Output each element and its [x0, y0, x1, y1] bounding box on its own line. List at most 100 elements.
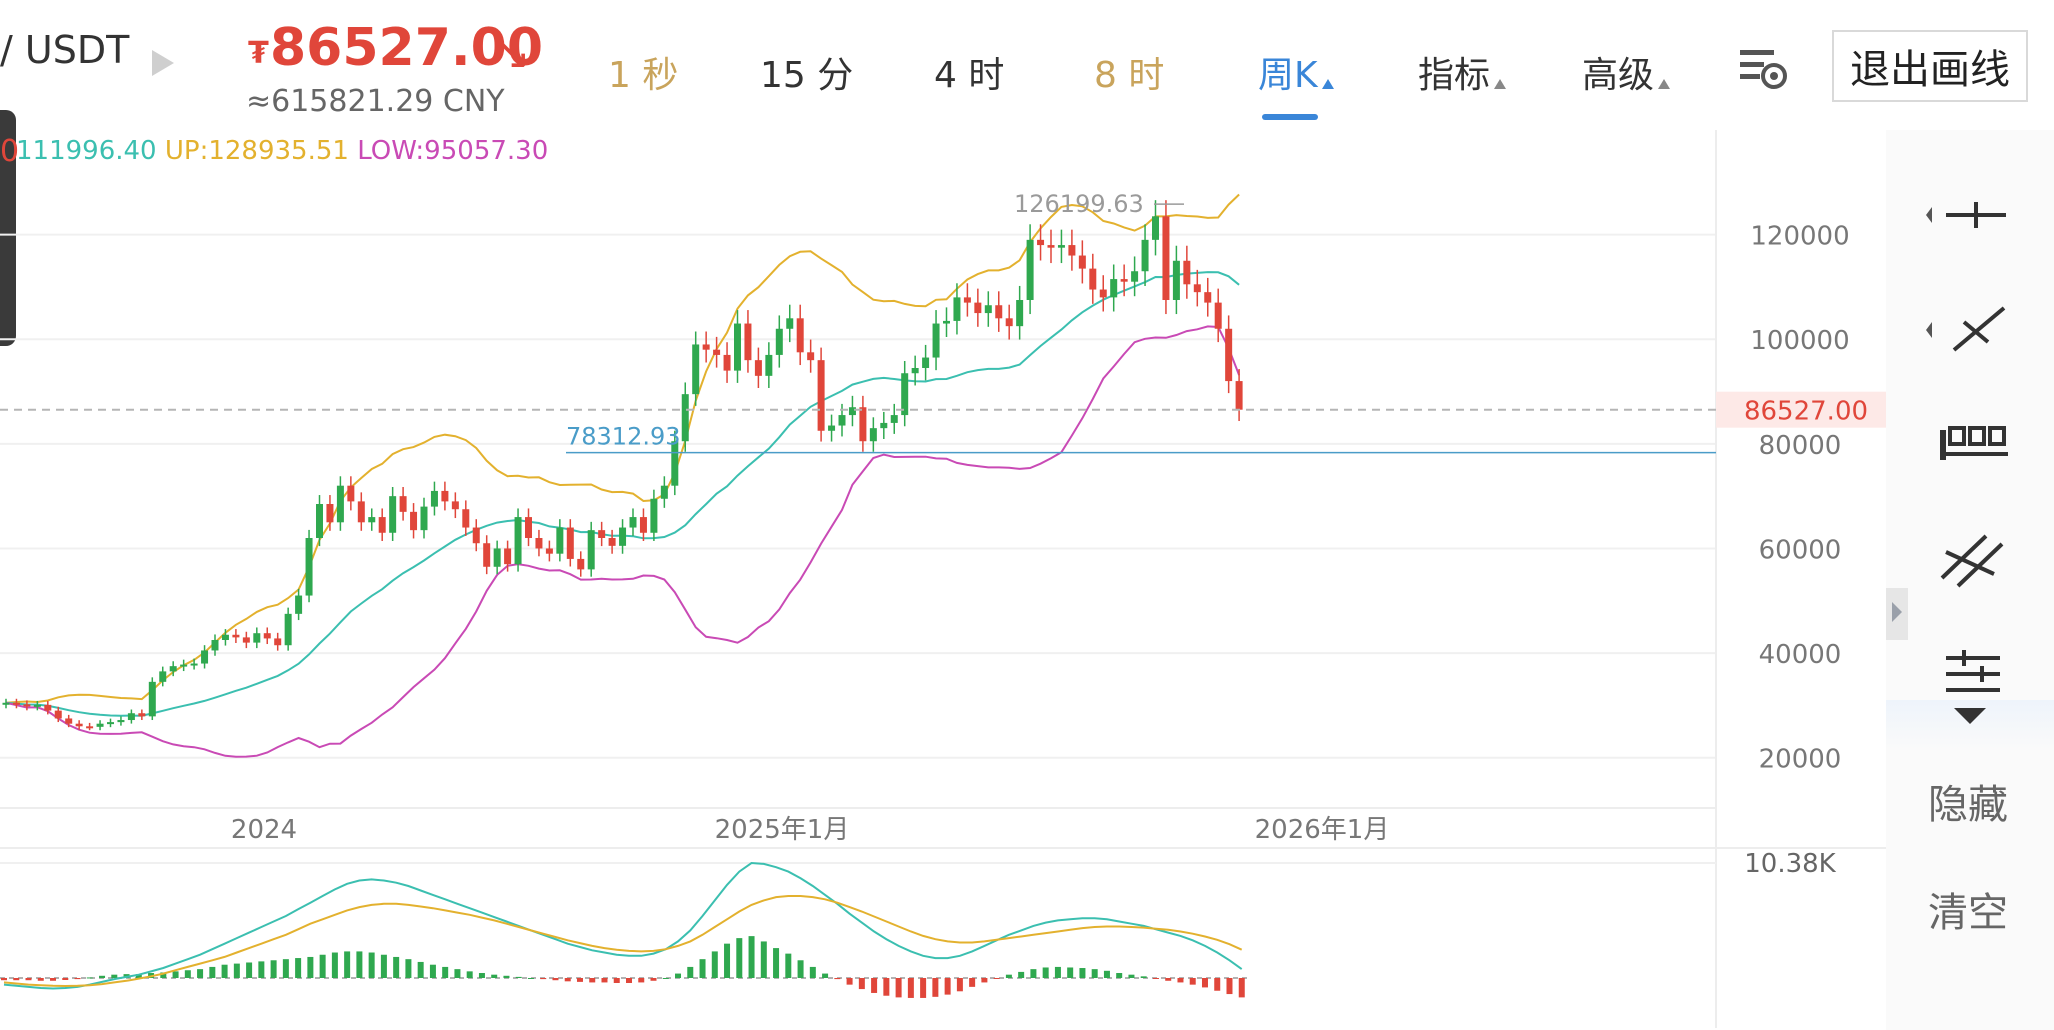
candle — [629, 517, 637, 528]
candle — [65, 718, 73, 724]
macd-histogram-bar — [380, 954, 387, 978]
trend-line-icon[interactable] — [1924, 300, 2024, 360]
candle — [1204, 292, 1212, 303]
macd-histogram-bar — [478, 973, 485, 978]
x-tick-label: 2026年1月 — [1255, 815, 1390, 845]
active-tab-underline — [1262, 114, 1318, 120]
boll-lower-line — [5, 325, 1241, 758]
candle — [201, 650, 209, 664]
macd-histogram-bar — [491, 974, 498, 978]
candle — [211, 640, 219, 651]
macd-histogram-bar — [1005, 974, 1012, 978]
macd-histogram-bar — [1103, 970, 1110, 978]
tab-weekly[interactable]: 周K — [1258, 46, 1334, 98]
candle — [734, 323, 741, 371]
chart-settings-icon[interactable] — [1738, 46, 1790, 90]
more-tools-arrow-icon[interactable] — [1954, 708, 1986, 724]
clear-drawings-button[interactable]: 清空 — [1928, 890, 2008, 936]
macd-histogram-bar — [626, 978, 632, 983]
candle — [305, 538, 313, 596]
macd-histogram-bar — [197, 969, 204, 978]
candle — [1037, 239, 1045, 246]
candle — [744, 323, 752, 361]
macd-histogram-bar — [822, 973, 829, 978]
macd-histogram-bar — [662, 978, 669, 979]
macd-histogram-bar — [270, 960, 277, 978]
macd-histogram-bar — [258, 961, 265, 978]
exit-drawing-button[interactable]: 退出画线 — [1832, 30, 2028, 102]
horizontal-line-icon[interactable] — [1924, 190, 2024, 240]
macd-histogram-bar — [846, 978, 853, 985]
macd-histogram-bar — [932, 978, 939, 997]
parallel-channel-icon[interactable] — [1936, 530, 2016, 590]
tab-8h[interactable]: 8 时 — [1094, 46, 1164, 98]
candle — [75, 723, 83, 727]
tab-15m[interactable]: 15 分 — [760, 46, 853, 98]
candle — [984, 305, 992, 314]
candle — [1047, 245, 1055, 248]
macd-histogram-bar — [883, 978, 890, 996]
candle — [995, 305, 1003, 319]
tab-4h[interactable]: 4 时 — [934, 46, 1004, 98]
candle — [545, 548, 553, 554]
candle — [577, 558, 585, 570]
y-axis: 120000 100000 80000 60000 40000 20000 — [1750, 222, 1849, 775]
candlestick-chart[interactable]: 86527.00 78312.93 126199.63 120000 100000 80… — [0, 130, 1886, 1028]
macd-histogram-bar — [50, 978, 57, 981]
tab-label: 指标 — [1418, 55, 1491, 96]
tab-advanced[interactable]: 高级 — [1582, 46, 1671, 98]
candle — [1005, 318, 1013, 327]
macd-histogram-bar — [589, 978, 596, 983]
candle — [1016, 300, 1024, 327]
price-range-icon[interactable] — [1936, 424, 2026, 474]
candle — [1110, 279, 1118, 298]
macd-histogram-bar — [368, 952, 375, 978]
macd-histogram-bar — [1140, 976, 1147, 978]
macd-histogram-bar — [62, 978, 69, 980]
candle — [922, 357, 930, 368]
tab-1s[interactable]: 1 秒 — [608, 46, 678, 98]
overlays: 86527.00 78312.93 126199.63 — [0, 190, 1886, 454]
fib-levels-icon[interactable] — [1940, 648, 2010, 700]
macd-histogram-bar — [135, 974, 142, 978]
drawing-toolbar — [1886, 130, 2054, 1030]
candle — [389, 496, 397, 533]
candle — [1131, 271, 1139, 282]
candle — [263, 633, 271, 639]
candle — [692, 344, 700, 395]
macd-histogram-bar — [209, 966, 216, 978]
macd-histogram-bar — [1189, 978, 1196, 985]
macd-histogram-bar — [74, 978, 81, 980]
macd-histogram-bar — [895, 978, 902, 998]
macd-dea-line — [3, 895, 1243, 988]
candle — [514, 517, 522, 565]
candle — [107, 722, 114, 725]
macd-histogram-bar — [1054, 966, 1061, 978]
macd-histogram-bar — [13, 978, 20, 981]
y-tick-label: 20000 — [1759, 745, 1842, 775]
candle — [713, 349, 721, 355]
macd-histogram-bar — [25, 978, 32, 981]
trading-pair[interactable]: / USDT — [0, 28, 130, 72]
x-tick-label: 2024 — [231, 815, 297, 845]
macd-histogram-bar — [797, 960, 804, 978]
macd-histogram-bar — [576, 978, 583, 982]
tab-indicators[interactable]: 指标 — [1418, 46, 1507, 98]
macd-histogram-bar — [86, 977, 93, 979]
macd-scale-label: 10.38K — [1744, 849, 1836, 879]
candle — [1141, 239, 1149, 272]
candle — [221, 634, 229, 640]
price-down-arrow-icon: ↘ — [494, 28, 531, 79]
candle — [566, 527, 574, 559]
high-annotation-label: 126199.63 — [1014, 190, 1144, 218]
candle — [807, 352, 815, 361]
hide-drawings-button[interactable]: 隐藏 — [1928, 782, 2008, 828]
left-panel-handle[interactable] — [0, 110, 16, 346]
candle — [598, 530, 606, 538]
candle — [1214, 302, 1222, 329]
macd-histogram-bar — [1018, 971, 1025, 978]
candle — [284, 613, 292, 646]
candle — [23, 704, 31, 707]
candle — [838, 415, 846, 426]
play-icon[interactable] — [152, 50, 174, 76]
